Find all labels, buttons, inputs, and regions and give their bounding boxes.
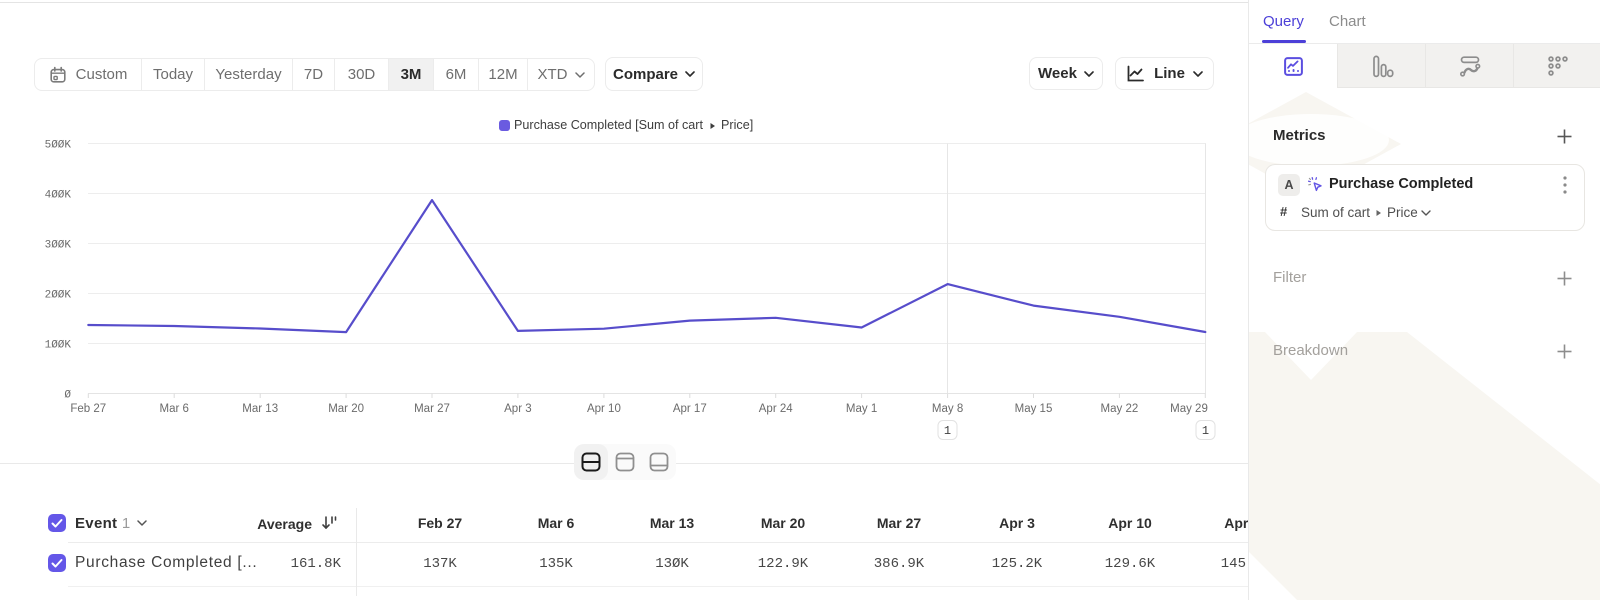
svg-text:May 15: May 15	[1015, 403, 1053, 415]
svg-text:Mar 13: Mar 13	[242, 403, 278, 415]
svg-text:5ØØK: 5ØØK	[45, 140, 72, 152]
svg-text:May 22: May 22	[1101, 403, 1139, 415]
svg-text:Mar 20: Mar 20	[328, 403, 364, 415]
svg-text:Apr 3: Apr 3	[504, 403, 532, 415]
svg-text:Mar 27: Mar 27	[414, 403, 450, 415]
svg-text:4ØØK: 4ØØK	[45, 190, 72, 202]
svg-text:Ø: Ø	[64, 390, 71, 402]
svg-text:May 8: May 8	[932, 403, 963, 415]
svg-text:Mar 6: Mar 6	[159, 403, 188, 415]
svg-text:Feb 27: Feb 27	[70, 403, 106, 415]
svg-text:1: 1	[944, 424, 951, 438]
svg-text:1: 1	[1202, 424, 1209, 438]
svg-text:3ØØK: 3ØØK	[45, 240, 72, 252]
svg-text:May 1: May 1	[846, 403, 877, 415]
svg-text:2ØØK: 2ØØK	[45, 290, 72, 302]
svg-text:May 29: May 29	[1170, 403, 1208, 415]
svg-text:Apr 24: Apr 24	[759, 403, 793, 415]
svg-text:1ØØK: 1ØØK	[45, 340, 72, 352]
svg-text:Apr 10: Apr 10	[587, 403, 621, 415]
svg-text:Apr 17: Apr 17	[673, 403, 707, 415]
